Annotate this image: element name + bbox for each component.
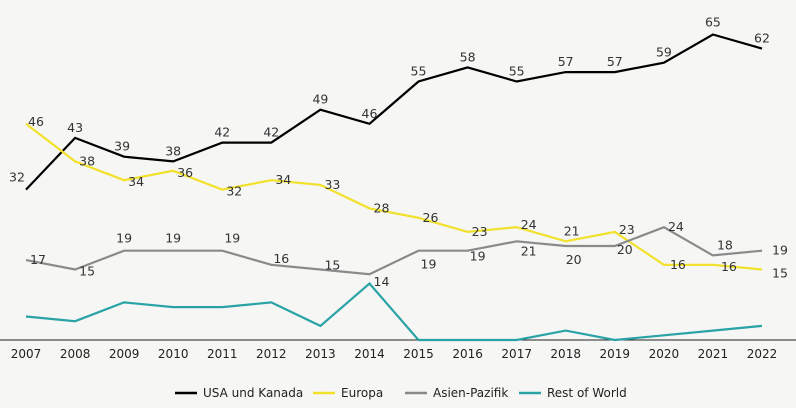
legend-label: USA und Kanada (203, 386, 303, 400)
data-label-asien-pazifik: 21 (521, 243, 537, 258)
data-label-europa: 24 (521, 217, 537, 232)
data-label-usa-und-kanada: 43 (67, 120, 83, 135)
data-label-usa-und-kanada: 57 (607, 54, 623, 69)
legend-label: Rest of World (547, 386, 627, 400)
data-label-asien-pazifik: 19 (470, 249, 486, 264)
data-label-europa: 26 (423, 210, 439, 225)
data-label-usa-und-kanada: 49 (312, 92, 328, 107)
series-line-europa (25, 122, 763, 271)
data-label-europa: 46 (28, 114, 44, 129)
series-line-usa-und-kanada (25, 33, 763, 191)
series-layer (25, 33, 763, 342)
data-label-asien-pazifik: 17 (30, 252, 46, 267)
x-tick-label: 2012 (256, 347, 287, 361)
x-tick-label: 2022 (747, 347, 778, 361)
data-label-usa-und-kanada: 42 (214, 125, 230, 140)
x-tick-layer: 2007 2008 2009 2010 2011 2012 2013 2014 2015 2016… (11, 347, 778, 361)
data-label-asien-pazifik: 19 (772, 243, 788, 258)
data-label-europa: 34 (275, 172, 291, 187)
data-label-asien-pazifik: 19 (224, 231, 240, 246)
x-tick-label: 2008 (60, 347, 91, 361)
data-label-usa-und-kanada: 55 (411, 64, 427, 79)
x-tick-label: 2011 (207, 347, 238, 361)
x-tick-label: 2020 (649, 347, 680, 361)
data-label-usa-und-kanada: 58 (460, 49, 476, 64)
data-label-asien-pazifik: 24 (668, 219, 684, 234)
data-label-asien-pazifik: 15 (79, 264, 95, 279)
x-tick-label: 2013 (305, 347, 336, 361)
x-tick-label: 2014 (354, 347, 385, 361)
x-tick-label: 2018 (550, 347, 581, 361)
data-label-europa: 16 (721, 259, 737, 274)
series-line-rest-of-world (25, 282, 763, 342)
x-tick-label: 2015 (403, 347, 434, 361)
data-label-asien-pazifik: 20 (617, 242, 633, 257)
data-label-asien-pazifik: 19 (116, 231, 132, 246)
data-label-usa-und-kanada: 57 (558, 54, 574, 69)
data-label-asien-pazifik: 16 (273, 251, 289, 266)
data-label-usa-und-kanada: 38 (165, 143, 181, 158)
x-tick-label: 2019 (600, 347, 631, 361)
x-tick-label: 2010 (158, 347, 189, 361)
data-label-usa-und-kanada: 39 (114, 139, 130, 154)
data-label-europa: 36 (177, 165, 193, 180)
data-label-europa: 21 (564, 223, 580, 238)
data-label-asien-pazifik: 19 (421, 257, 437, 272)
data-label-europa: 33 (324, 177, 340, 192)
x-tick-label: 2009 (109, 347, 140, 361)
data-label-usa-und-kanada: 65 (705, 15, 721, 30)
data-label-europa: 38 (79, 153, 95, 168)
data-label-asien-pazifik: 15 (324, 258, 340, 273)
data-label-usa-und-kanada: 55 (509, 64, 525, 79)
x-tick-label: 2016 (452, 347, 483, 361)
x-tick-label: 2007 (11, 347, 42, 361)
legend-label: Asien-Pazifik (433, 386, 508, 400)
data-label-layer: 32 43 39 38 42 42 49 46 55 58 55 57 57 59 65 62 46 38 34 36… (9, 15, 788, 290)
data-label-europa: 16 (670, 257, 686, 272)
legend: USA und Kanada Europa Asien-Pazifik Rest of… (175, 386, 627, 400)
data-label-usa-und-kanada: 46 (362, 106, 378, 121)
data-label-asien-pazifik: 19 (165, 231, 181, 246)
data-label-usa-und-kanada: 59 (656, 45, 672, 60)
data-label-usa-und-kanada: 62 (754, 31, 770, 46)
data-label-europa: 15 (772, 266, 788, 281)
series-line-asien-pazifik (25, 225, 763, 276)
data-label-europa: 23 (472, 224, 488, 239)
data-label-asien-pazifik: 20 (566, 252, 582, 267)
data-label-europa: 34 (128, 174, 144, 189)
data-label-usa-und-kanada: 32 (9, 170, 25, 185)
data-label-asien-pazifik: 18 (717, 237, 733, 252)
data-label-europa: 23 (619, 222, 635, 237)
x-tick-label: 2017 (501, 347, 532, 361)
x-tick-label: 2021 (698, 347, 729, 361)
data-label-europa: 32 (226, 184, 242, 199)
legend-label: Europa (341, 386, 383, 400)
data-label-asien-pazifik: 14 (374, 274, 390, 289)
data-label-usa-und-kanada: 42 (263, 125, 279, 140)
data-label-europa: 28 (374, 200, 390, 215)
